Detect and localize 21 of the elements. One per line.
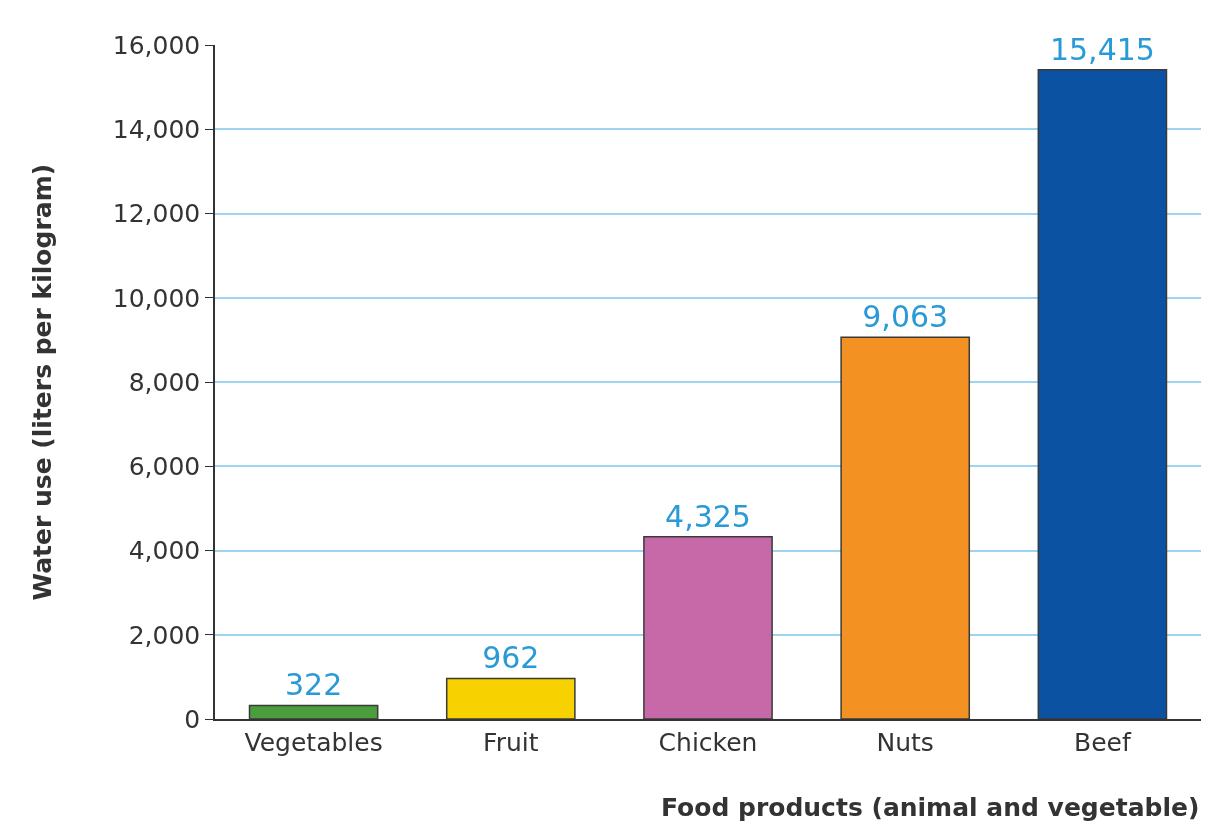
y-tick-label: 16,000 [112, 30, 201, 60]
y-tick-label: 10,000 [112, 283, 201, 313]
y-axis-title: Water use (liters per kilogram) [27, 163, 57, 601]
y-tick-label: 0 [184, 704, 201, 734]
data-label: 15,415 [1049, 31, 1155, 67]
y-tick-label: 8,000 [128, 367, 201, 397]
x-tick-label: Beef [1074, 727, 1132, 757]
x-tick-label: Vegetables [244, 727, 383, 757]
x-tick-label: Chicken [658, 727, 758, 757]
data-label: 962 [482, 640, 540, 676]
y-tick-label: 6,000 [128, 452, 201, 481]
x-axis-title: Food products (animal and vegetable) [661, 793, 1200, 822]
x-tick-label: Fruit [483, 727, 539, 757]
data-label: 4,325 [665, 498, 751, 534]
data-label: 322 [284, 667, 343, 703]
y-tick-label: 2,000 [128, 620, 201, 650]
data-label: 9,063 [862, 299, 949, 335]
x-tick-label: Nuts [876, 727, 934, 757]
y-tick-label: 4,000 [128, 536, 201, 566]
y-tick-label: 14,000 [112, 115, 201, 144]
y-tick-label: 12,000 [112, 199, 201, 229]
